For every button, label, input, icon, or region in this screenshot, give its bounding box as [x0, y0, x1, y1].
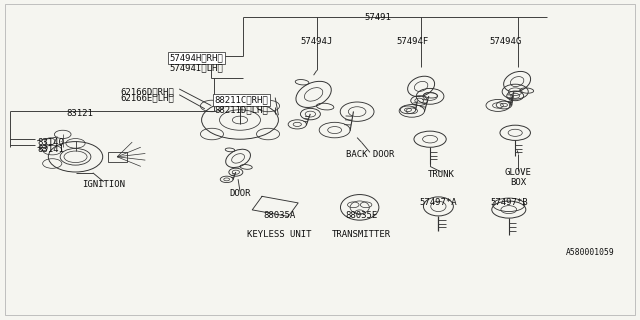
Text: 83141: 83141 — [37, 145, 64, 154]
Text: 88035A: 88035A — [264, 211, 296, 220]
Text: 88211D〈LH〉: 88211D〈LH〉 — [214, 105, 268, 114]
Text: IGNITION: IGNITION — [82, 180, 125, 189]
Text: 57494G: 57494G — [490, 37, 522, 46]
Text: 57497*A: 57497*A — [420, 198, 457, 207]
Text: 83121: 83121 — [66, 109, 93, 118]
Text: 57494I〈LH〉: 57494I〈LH〉 — [170, 63, 223, 72]
Text: 57497*B: 57497*B — [490, 198, 527, 207]
Text: BACK DOOR: BACK DOOR — [346, 150, 394, 159]
Text: 62166E〈LH〉: 62166E〈LH〉 — [120, 93, 174, 102]
Text: 57494H〈RH〉: 57494H〈RH〉 — [170, 54, 223, 63]
Text: 62166D〈RH〉: 62166D〈RH〉 — [120, 87, 174, 96]
Text: 88035E: 88035E — [346, 211, 378, 220]
Text: KEYLESS UNIT: KEYLESS UNIT — [248, 230, 312, 239]
Text: A580001059: A580001059 — [566, 248, 614, 257]
Bar — [108, 152, 127, 162]
Text: GLOVE
BOX: GLOVE BOX — [505, 168, 532, 188]
Text: TRANSMITTER: TRANSMITTER — [332, 230, 391, 239]
Text: 83140: 83140 — [37, 138, 64, 147]
Text: 88211C〈RH〉: 88211C〈RH〉 — [214, 95, 268, 104]
Text: 57491: 57491 — [364, 13, 391, 22]
Text: TRUNK: TRUNK — [428, 170, 455, 179]
Text: DOOR: DOOR — [229, 189, 251, 198]
Text: 57494J: 57494J — [301, 37, 333, 46]
Text: 57494F: 57494F — [397, 37, 429, 46]
